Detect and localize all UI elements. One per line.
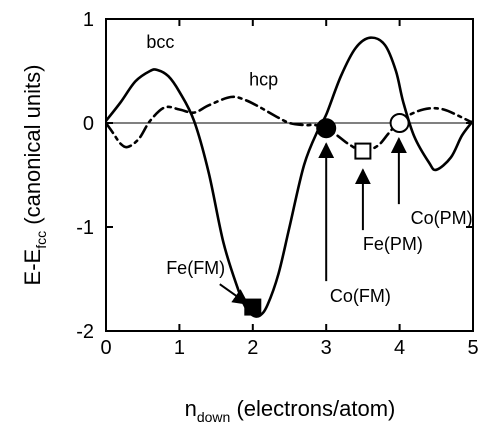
annotation-label: Fe(FM) bbox=[166, 258, 225, 278]
marker-circle-open bbox=[389, 113, 410, 133]
series-line-bcc bbox=[106, 36, 473, 318]
curve-label-layer: bcc hcp bbox=[146, 32, 278, 89]
x-tick-label: 1 bbox=[174, 337, 185, 359]
y-axis-title-main: E-E bbox=[20, 249, 45, 286]
annotation-label: Co(PM) bbox=[411, 208, 473, 228]
curve-label-hcp: hcp bbox=[249, 70, 278, 90]
x-axis-title-main: n bbox=[185, 396, 197, 421]
y-axis-title-rest: (canonical units) bbox=[20, 65, 45, 231]
tick-layer: 0 1 2 3 4 5 1 0 -1 -2 bbox=[76, 9, 478, 359]
annotation-arrow bbox=[219, 283, 249, 305]
x-axis-title: ndown (electrons/atom) bbox=[185, 396, 396, 425]
y-tick-label: 1 bbox=[83, 9, 94, 31]
x-axis-title-rest: (electrons/atom) bbox=[230, 396, 395, 421]
y-tick-label: 0 bbox=[83, 113, 94, 135]
series-layer bbox=[106, 36, 473, 318]
x-tick-label: 3 bbox=[321, 337, 332, 359]
y-tick-label: -1 bbox=[76, 217, 94, 239]
x-tick-label: 5 bbox=[467, 337, 478, 359]
marker-circle-filled bbox=[316, 118, 337, 139]
annotation-layer: Fe(FM) Co(FM) Fe(PM) Co(PM) bbox=[166, 137, 473, 306]
y-axis-title-sub: fcc bbox=[33, 231, 49, 249]
x-tick-label: 0 bbox=[100, 337, 111, 359]
y-tick-label: -2 bbox=[76, 321, 94, 343]
curve-label-bcc: bcc bbox=[146, 32, 174, 52]
annotation-label: Fe(PM) bbox=[363, 234, 423, 254]
marker-square-open bbox=[354, 142, 372, 160]
annotation-label: Co(FM) bbox=[330, 286, 391, 306]
marker-layer bbox=[244, 113, 410, 316]
x-axis-title-sub: down bbox=[197, 409, 230, 425]
marker-square-filled bbox=[244, 298, 262, 316]
x-tick-label: 2 bbox=[247, 337, 258, 359]
y-axis-title: E-Efcc (canonical units) bbox=[20, 65, 49, 286]
x-tick-label: 4 bbox=[394, 337, 405, 359]
plot-frame bbox=[105, 18, 474, 332]
